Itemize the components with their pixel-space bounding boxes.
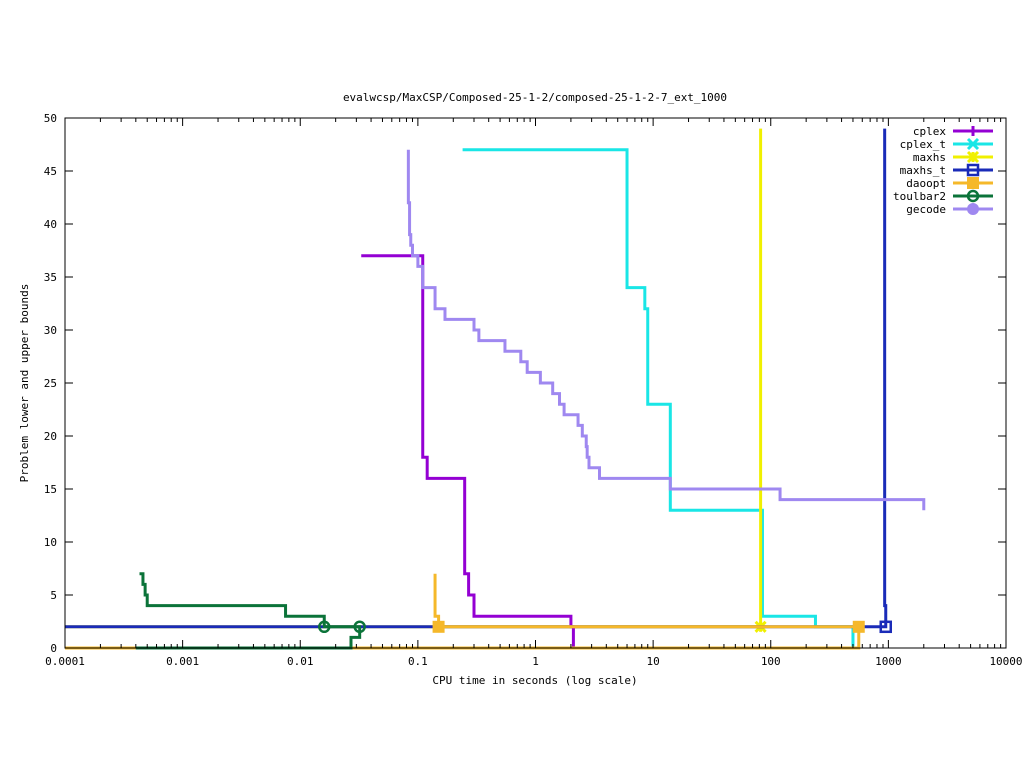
chart-title: evalwcsp/MaxCSP/Composed-25-1-2/composed…: [343, 91, 727, 104]
series-cplex: [361, 254, 575, 648]
legend-label: maxhs: [913, 151, 946, 164]
x-tick-label: 0.01: [287, 655, 314, 668]
legend-label: cplex: [913, 125, 946, 138]
data-point-daoopt: [432, 620, 445, 633]
y-tick-label: 50: [44, 112, 57, 125]
legend-marker: [968, 126, 978, 136]
series-line-maxhs_t: [65, 128, 888, 629]
y-tick-label: 0: [50, 642, 57, 655]
series-line-gecode: [406, 149, 926, 511]
y-tick-label: 5: [50, 589, 57, 602]
legend-marker: [966, 137, 980, 151]
series-maxhs_t: [65, 128, 893, 634]
legend-label: gecode: [906, 203, 946, 216]
series-line-cplex_t: [462, 148, 855, 648]
legend-marker: [966, 150, 980, 164]
y-tick-label: 35: [44, 271, 57, 284]
y-tick-label: 45: [44, 165, 57, 178]
series-cplex_t: [462, 148, 855, 648]
x-tick-label: 10000: [989, 655, 1022, 668]
x-axis-label: CPU time in seconds (log scale): [432, 674, 637, 687]
data-point-maxhs_t: [879, 620, 893, 634]
legend-label: maxhs_t: [900, 164, 946, 177]
legend: cplexcplex_tmaxhsmaxhs_tdaoopttoulbar2ge…: [893, 125, 993, 216]
series-toulbar2: [135, 572, 366, 650]
legend-item-gecode: gecode: [906, 203, 993, 216]
legend-item-daoopt: daoopt: [906, 177, 993, 190]
x-axis-ticks: 0.0001 0.001 0.01 0.1 1 10 100 1000 10000: [45, 118, 1023, 668]
legend-marker: [967, 177, 979, 189]
series-gecode: [406, 149, 926, 511]
x-tick-label: 1000: [875, 655, 902, 668]
y-tick-label: 10: [44, 536, 57, 549]
x-tick-label: 100: [761, 655, 781, 668]
y-axis-label: Problem lower and upper bounds: [18, 284, 31, 483]
x-tick-label: 10: [647, 655, 660, 668]
legend-label: toulbar2: [893, 190, 946, 203]
legend-marker: [967, 203, 979, 215]
legend-label: cplex_t: [900, 138, 946, 151]
data-point-toulbar2: [318, 620, 331, 634]
legend-item-toulbar2: toulbar2: [893, 189, 993, 203]
y-tick-label: 25: [44, 377, 57, 390]
y-axis-ticks: 0 5 10 15 20 25 30 35 40 45 50: [44, 112, 1006, 655]
legend-item-cplex_t: cplex_t: [900, 137, 993, 151]
series-line-cplex: [361, 254, 575, 648]
legend-item-maxhs: maxhs: [913, 150, 993, 164]
legend-label: daoopt: [906, 177, 946, 190]
x-tick-label: 0.1: [408, 655, 428, 668]
legend-marker: [966, 189, 980, 203]
y-tick-label: 40: [44, 218, 57, 231]
y-tick-label: 15: [44, 483, 57, 496]
x-tick-label: 0.001: [166, 655, 199, 668]
y-tick-label: 30: [44, 324, 57, 337]
x-tick-label: 1: [532, 655, 539, 668]
data-point-daoopt: [852, 620, 865, 633]
data-point-toulbar2: [353, 620, 366, 634]
legend-item-cplex: cplex: [913, 125, 993, 138]
x-tick-label: 0.0001: [45, 655, 85, 668]
y-tick-label: 20: [44, 430, 57, 443]
legend-marker: [966, 163, 980, 177]
legend-item-maxhs_t: maxhs_t: [900, 163, 993, 177]
series-line-toulbar2: [135, 572, 362, 650]
